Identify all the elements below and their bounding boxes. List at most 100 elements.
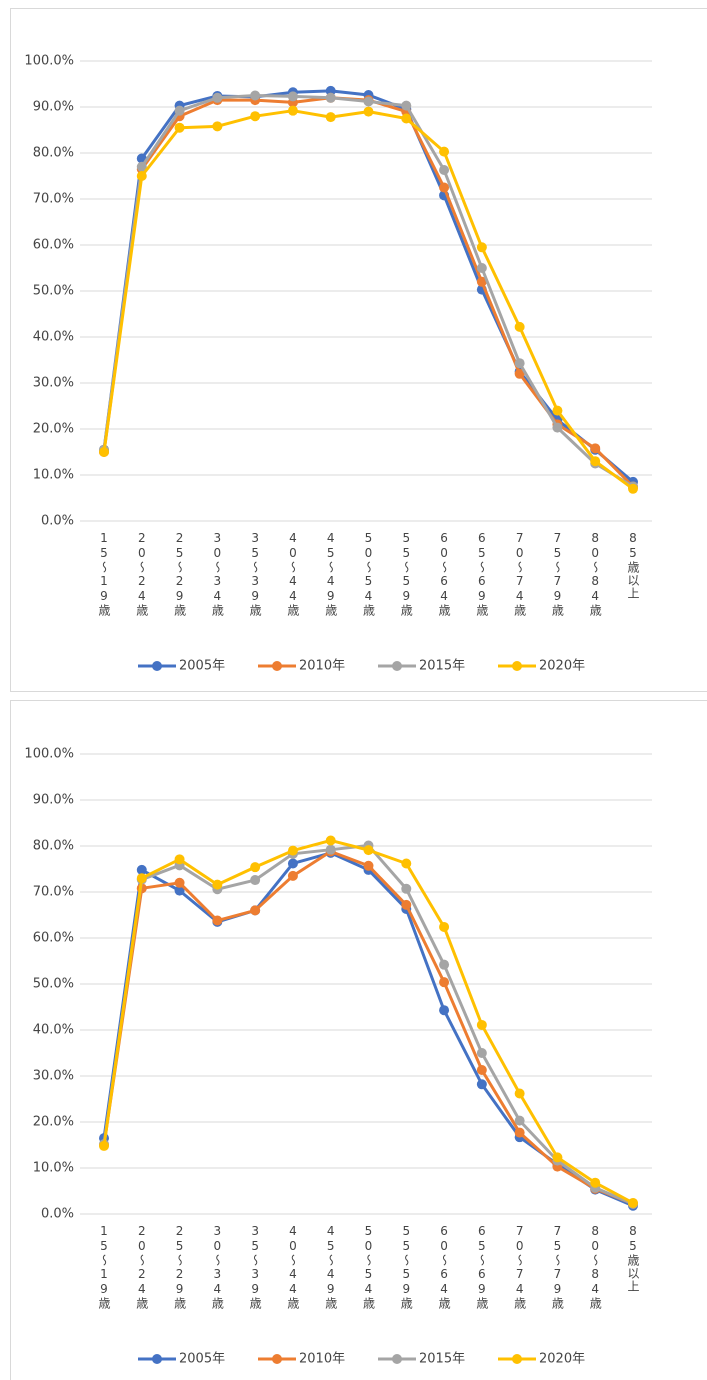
- data-point: [174, 105, 185, 116]
- data-point: [99, 1140, 109, 1151]
- legend-marker: [392, 661, 402, 671]
- x-tick-label: 70～74歳: [513, 531, 527, 617]
- data-point: [590, 1177, 601, 1188]
- data-point: [212, 121, 223, 132]
- legend-label: 2005年: [179, 1352, 225, 1367]
- data-point: [514, 358, 525, 369]
- data-point: [287, 845, 298, 856]
- x-tick-label: 50～54歳: [362, 531, 376, 617]
- data-point: [439, 182, 450, 193]
- data-point: [439, 921, 450, 932]
- y-tick-label: 40.0%: [33, 330, 74, 345]
- x-tick-label: 40～44歳: [286, 1224, 300, 1310]
- legend-label: 2010年: [299, 659, 345, 674]
- x-tick-label: 70～74歳: [513, 1224, 527, 1310]
- data-point: [439, 959, 450, 970]
- x-tick-label: 25～29歳: [173, 1224, 187, 1310]
- data-point: [552, 422, 563, 433]
- data-point: [439, 165, 450, 176]
- x-tick-label: 75～79歳: [550, 531, 564, 617]
- data-point: [325, 92, 336, 103]
- data-point: [325, 85, 336, 96]
- data-point: [514, 1115, 525, 1126]
- data-point: [99, 447, 109, 457]
- data-point: [363, 106, 374, 117]
- chart-frame: [10, 700, 707, 1380]
- legend-marker: [392, 1354, 402, 1364]
- x-tick-label: 40～44歳: [286, 531, 300, 617]
- y-tick-label: 100.0%: [24, 747, 74, 762]
- y-tick-label: 60.0%: [33, 931, 74, 946]
- x-tick-label: 85歳以上: [626, 531, 640, 600]
- data-point: [514, 321, 525, 332]
- data-point: [250, 905, 261, 916]
- y-tick-label: 30.0%: [33, 1069, 74, 1084]
- legend-label: 2015年: [419, 659, 465, 674]
- data-point: [476, 1079, 487, 1090]
- legend-marker: [272, 1354, 282, 1364]
- data-point: [476, 276, 487, 287]
- x-tick-label: 60～64歳: [437, 531, 451, 617]
- data-point: [250, 875, 261, 886]
- data-point: [287, 858, 298, 869]
- data-point: [476, 1048, 487, 1058]
- data-point: [401, 883, 412, 894]
- data-point: [174, 885, 185, 896]
- data-point: [363, 845, 374, 856]
- x-tick-label: 45～49歳: [324, 1224, 338, 1310]
- legend-label: 2020年: [539, 1352, 585, 1367]
- data-point: [476, 1065, 487, 1076]
- data-point: [476, 1019, 487, 1030]
- y-tick-label: 10.0%: [33, 468, 74, 483]
- y-tick-label: 50.0%: [33, 284, 74, 299]
- data-point: [287, 105, 298, 116]
- data-point: [514, 1088, 525, 1099]
- x-tick-label: 20～24歳: [135, 531, 149, 617]
- y-tick-label: 100.0%: [24, 54, 74, 69]
- legend-label: 2010年: [299, 1352, 345, 1367]
- y-tick-label: 90.0%: [33, 793, 74, 808]
- y-tick-label: 20.0%: [33, 1115, 74, 1130]
- legend-marker: [152, 1354, 162, 1364]
- x-tick-label: 60～64歳: [437, 1224, 451, 1310]
- y-tick-label: 70.0%: [33, 885, 74, 900]
- data-point: [514, 1127, 525, 1138]
- legend-marker: [152, 661, 162, 671]
- x-tick-label: 55～59歳: [399, 531, 413, 617]
- chart-frame: [10, 8, 707, 692]
- y-tick-label: 90.0%: [33, 100, 74, 115]
- x-tick-label: 55～59歳: [399, 1224, 413, 1310]
- x-tick-label: 35～39歳: [248, 1224, 262, 1310]
- data-point: [628, 483, 638, 494]
- y-tick-label: 80.0%: [33, 839, 74, 854]
- y-tick-label: 80.0%: [33, 146, 74, 161]
- y-tick-label: 70.0%: [33, 192, 74, 207]
- x-tick-label: 15～19歳: [97, 1224, 111, 1310]
- series-line: [102, 109, 634, 491]
- data-point: [174, 877, 185, 888]
- legend-label: 2020年: [539, 659, 585, 674]
- data-point: [212, 879, 223, 890]
- data-point: [250, 90, 261, 101]
- data-point: [476, 263, 487, 273]
- data-point: [401, 113, 412, 124]
- y-tick-label: 20.0%: [33, 422, 74, 437]
- data-point: [325, 844, 336, 855]
- data-point: [363, 860, 374, 871]
- data-point: [212, 915, 223, 926]
- data-point: [174, 854, 185, 865]
- x-tick-label: 30～34歳: [210, 531, 224, 617]
- data-point: [590, 443, 601, 454]
- x-tick-label: 80～84歳: [588, 531, 602, 617]
- data-point: [136, 873, 147, 884]
- x-tick-label: 35～39歳: [248, 531, 262, 617]
- legend-marker: [512, 1354, 522, 1364]
- data-point: [136, 171, 147, 181]
- data-point: [250, 862, 261, 873]
- x-tick-label: 80～84歳: [588, 1224, 602, 1310]
- y-tick-label: 10.0%: [33, 1161, 74, 1176]
- data-point: [401, 100, 412, 111]
- data-point: [174, 122, 185, 133]
- x-tick-label: 50～54歳: [362, 1224, 376, 1310]
